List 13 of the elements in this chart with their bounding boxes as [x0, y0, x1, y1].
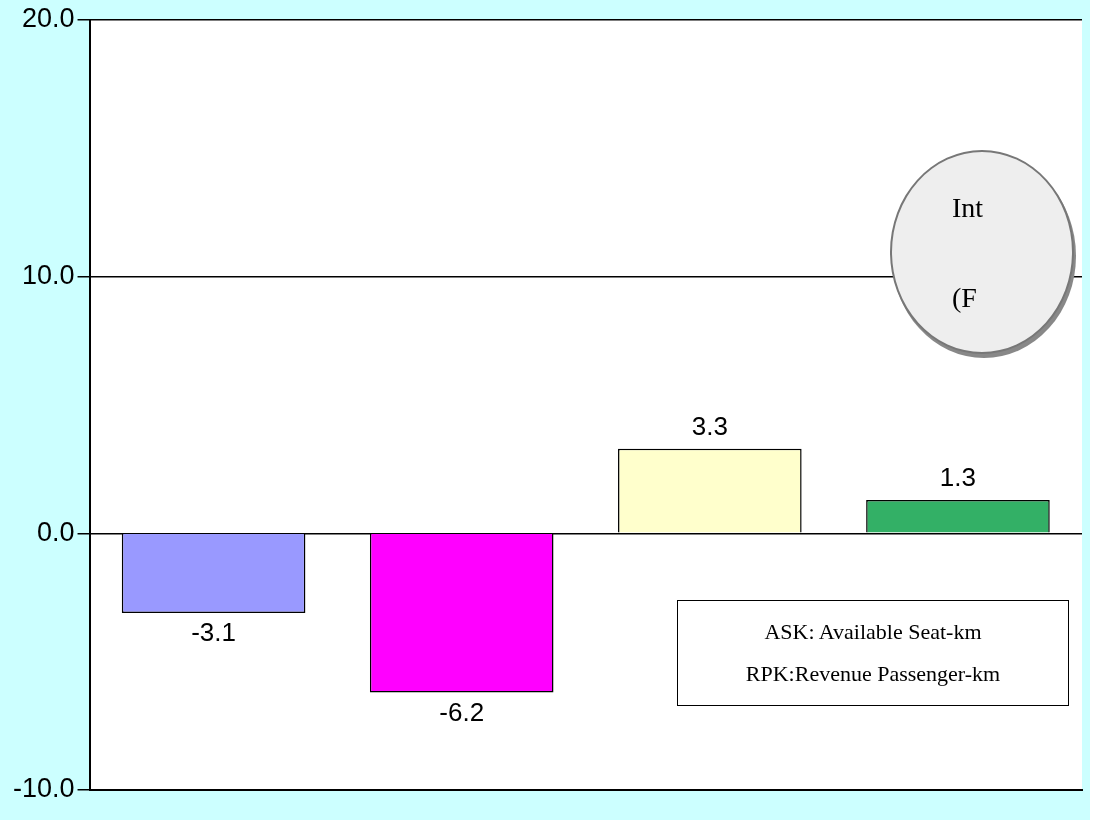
- text-box: ASK: Available Seat-km RPK:Revenue Passenger-km: [677, 600, 1069, 706]
- y-tick-label: 10.0: [21, 260, 75, 291]
- annotation: Int: [952, 192, 984, 224]
- data-label: -6.2: [439, 696, 485, 727]
- y-tick-label: 0.0: [36, 516, 75, 547]
- y-tick-label: 20.0: [21, 3, 75, 34]
- annotation: RPK:Revenue Passenger-km: [744, 660, 1002, 688]
- annotation: (F: [952, 282, 977, 314]
- y-tick-label: -10.0: [12, 773, 75, 804]
- data-label: 3.3: [691, 410, 728, 441]
- data-label: 1.3: [939, 462, 977, 493]
- annotation: ASK: Available Seat-km: [763, 618, 983, 646]
- data-label: -3.1: [191, 617, 236, 648]
